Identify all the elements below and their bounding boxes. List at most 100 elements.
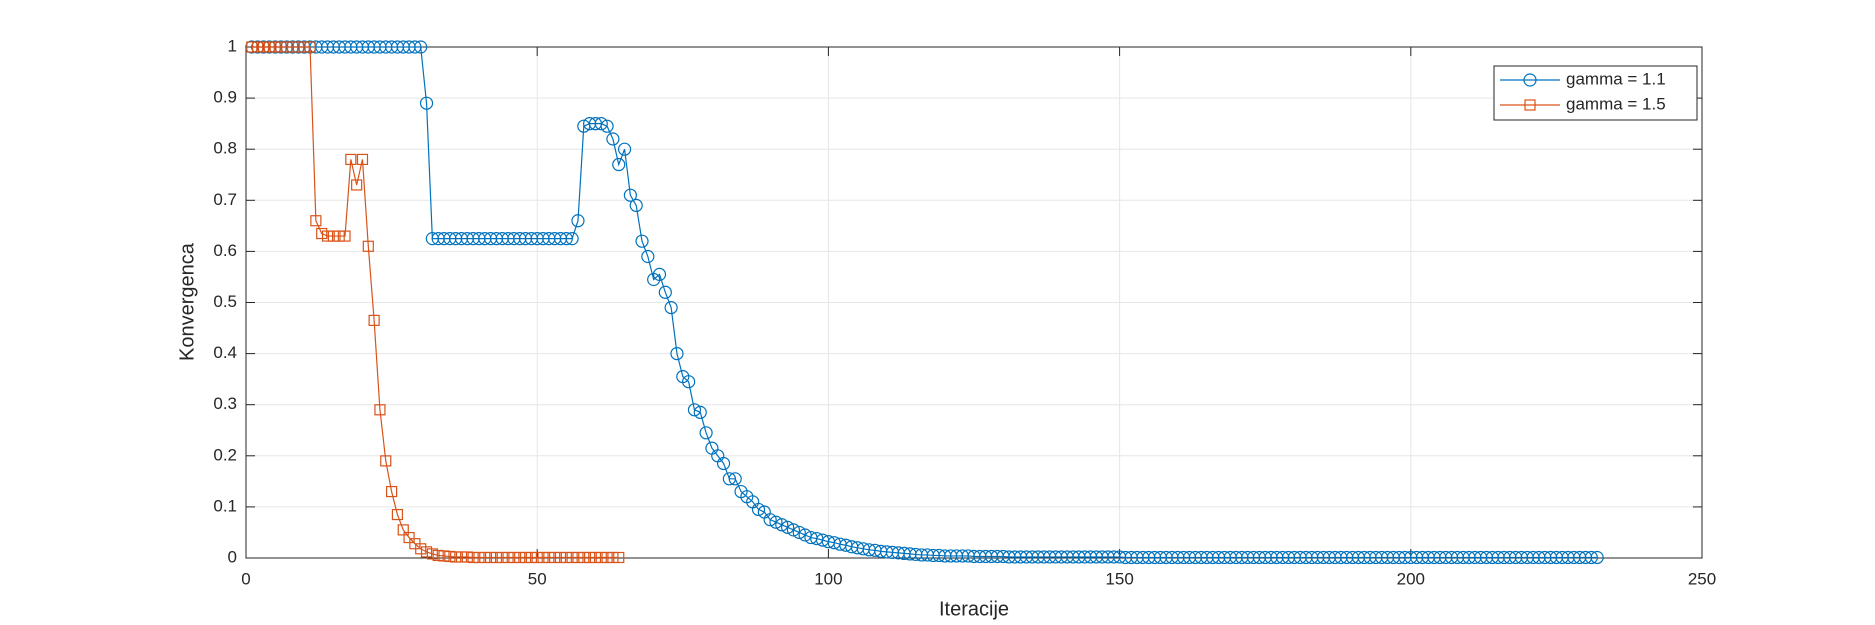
marker xyxy=(368,314,380,326)
legend-marker xyxy=(1524,99,1536,111)
marker xyxy=(275,41,287,53)
marker xyxy=(362,240,374,252)
marker xyxy=(612,157,626,172)
marker xyxy=(525,551,537,564)
x-axis-label: Iteracije xyxy=(939,598,1009,620)
marker xyxy=(455,551,468,563)
marker xyxy=(600,119,614,133)
y-axis-label: Konvergenca xyxy=(176,242,198,361)
marker xyxy=(682,375,696,389)
marker xyxy=(1584,550,1598,565)
marker xyxy=(578,551,590,564)
marker xyxy=(351,179,363,191)
marker xyxy=(658,285,672,299)
x-tick-label: 250 xyxy=(1688,569,1716,588)
marker xyxy=(316,227,328,240)
marker xyxy=(687,403,702,417)
marker xyxy=(304,41,316,53)
marker xyxy=(310,215,322,227)
marker xyxy=(286,41,299,53)
marker xyxy=(246,41,258,53)
marker xyxy=(450,551,462,563)
marker xyxy=(386,485,398,498)
y-tick-label: 0.2 xyxy=(213,445,237,464)
x-tick-label: 200 xyxy=(1397,569,1425,588)
marker xyxy=(699,426,713,440)
y-tick-label: 0 xyxy=(228,547,237,566)
marker xyxy=(356,153,369,166)
marker xyxy=(426,548,438,560)
marker xyxy=(444,550,456,563)
marker xyxy=(595,551,607,564)
marker xyxy=(594,117,608,131)
marker xyxy=(461,551,473,563)
marker xyxy=(652,267,667,281)
marker xyxy=(514,551,526,564)
marker xyxy=(432,549,444,562)
marker xyxy=(252,41,264,53)
marker xyxy=(403,531,415,544)
marker xyxy=(397,524,409,536)
legend: gamma = 1.1 gamma = 1.5 xyxy=(1493,65,1698,121)
marker xyxy=(589,551,602,564)
y-tick-label: 0.1 xyxy=(213,496,237,515)
marker xyxy=(566,551,578,564)
marker xyxy=(769,515,783,529)
marker xyxy=(560,551,572,564)
x-tick-label: 0 xyxy=(241,569,250,588)
marker xyxy=(531,551,543,564)
marker xyxy=(543,551,555,564)
marker xyxy=(571,214,585,228)
marker xyxy=(798,528,812,542)
marker xyxy=(670,347,684,361)
y-tick-label: 0.5 xyxy=(213,292,237,311)
marker xyxy=(606,132,620,146)
marker xyxy=(781,520,795,534)
marker xyxy=(345,153,357,166)
marker xyxy=(380,455,392,467)
y-tick-label: 0.6 xyxy=(213,241,237,260)
y-tick-label: 0.3 xyxy=(213,394,237,413)
marker xyxy=(269,41,281,53)
marker xyxy=(473,551,485,564)
marker xyxy=(490,551,503,564)
marker xyxy=(263,41,275,53)
marker xyxy=(763,513,777,527)
y-tick-label: 0.4 xyxy=(213,343,237,362)
marker xyxy=(792,525,806,540)
marker xyxy=(722,472,736,486)
marker xyxy=(629,198,643,213)
marker xyxy=(414,40,428,54)
data-line xyxy=(251,46,619,559)
marker xyxy=(607,551,619,564)
marker xyxy=(549,551,561,564)
marker xyxy=(559,232,573,246)
marker xyxy=(572,551,584,564)
y-tick-label: 0.7 xyxy=(213,190,237,209)
marker xyxy=(508,551,520,564)
marker xyxy=(775,518,789,532)
marker xyxy=(485,551,497,564)
marker xyxy=(339,230,351,242)
marker xyxy=(635,234,649,248)
marker xyxy=(565,232,579,246)
marker xyxy=(786,523,801,537)
marker xyxy=(374,404,386,416)
marker xyxy=(419,96,434,110)
legend-text: gamma = 1.1 xyxy=(1566,69,1666,88)
marker xyxy=(617,142,632,156)
marker xyxy=(333,230,345,242)
marker xyxy=(693,405,707,419)
y-tick-label: 1 xyxy=(228,36,237,55)
marker xyxy=(537,551,549,564)
marker xyxy=(519,551,532,564)
marker xyxy=(716,456,731,471)
marker xyxy=(496,551,508,564)
marker xyxy=(623,188,637,202)
y-tick-label: 0.9 xyxy=(213,88,237,107)
marker xyxy=(664,301,678,315)
marker xyxy=(408,40,422,54)
legend-text: gamma = 1.5 xyxy=(1566,94,1666,113)
series xyxy=(245,40,1604,565)
